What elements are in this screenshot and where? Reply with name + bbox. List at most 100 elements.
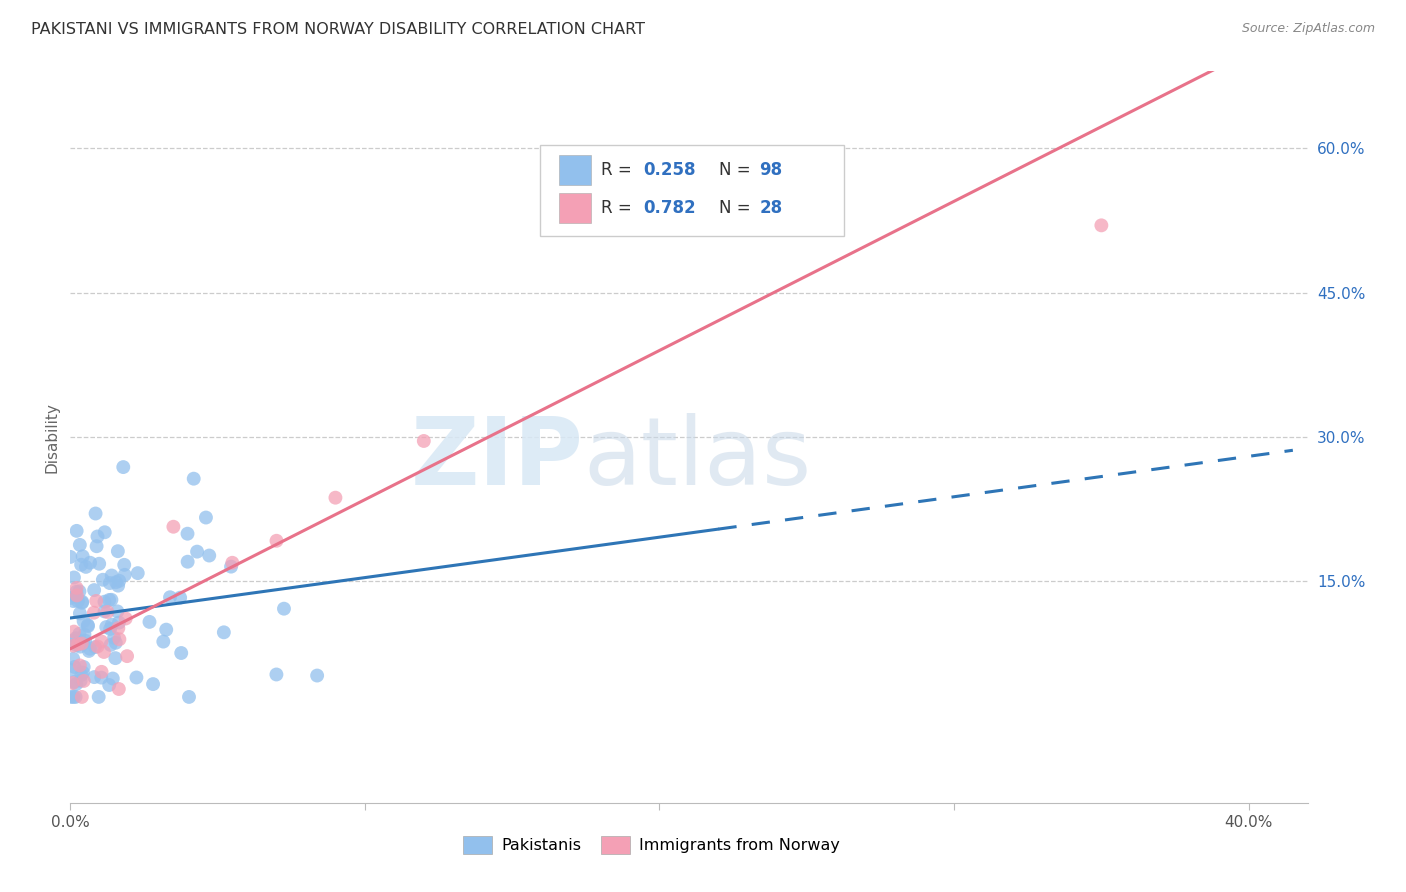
Point <box>108 632 131 647</box>
Text: 0.782: 0.782 <box>643 199 696 217</box>
Point <box>101 672 124 686</box>
Point <box>62 690 84 704</box>
Point <box>266 667 288 681</box>
Point <box>83 583 105 598</box>
Point <box>62 594 84 608</box>
Text: Source: ZipAtlas.com: Source: ZipAtlas.com <box>1241 22 1375 36</box>
Point <box>86 529 108 543</box>
Point <box>63 674 86 689</box>
Point <box>103 631 125 645</box>
Point <box>73 673 96 688</box>
Point <box>65 677 87 691</box>
Point <box>69 640 91 654</box>
Point <box>155 623 177 637</box>
Point <box>65 590 87 604</box>
Point <box>325 491 347 505</box>
Point <box>66 589 89 603</box>
Point <box>66 524 89 538</box>
Point <box>98 622 121 636</box>
Point <box>66 638 89 652</box>
Point <box>152 634 174 648</box>
Point <box>63 624 86 639</box>
Point <box>183 472 205 486</box>
Point <box>219 559 242 574</box>
Point <box>70 636 93 650</box>
Point <box>159 591 181 605</box>
Text: R =: R = <box>602 161 637 179</box>
Point <box>60 690 83 704</box>
Point <box>79 641 101 656</box>
Point <box>65 581 87 595</box>
Point <box>93 595 115 609</box>
Point <box>138 615 160 629</box>
Point <box>72 665 94 680</box>
Point <box>104 651 127 665</box>
Point <box>67 584 90 599</box>
Point <box>177 690 200 704</box>
Point <box>84 594 107 608</box>
Point <box>59 591 82 605</box>
Point <box>62 633 84 648</box>
Point <box>98 576 121 591</box>
Text: 98: 98 <box>759 161 783 179</box>
Point <box>69 673 91 688</box>
Text: N =: N = <box>718 199 755 217</box>
Point <box>221 556 243 570</box>
FancyBboxPatch shape <box>560 193 591 224</box>
Point <box>107 544 129 558</box>
Point <box>93 604 115 618</box>
Point <box>70 596 93 610</box>
Point <box>94 525 117 540</box>
Point <box>73 627 96 641</box>
Text: PAKISTANI VS IMMIGRANTS FROM NORWAY DISABILITY CORRELATION CHART: PAKISTANI VS IMMIGRANTS FROM NORWAY DISA… <box>31 22 645 37</box>
Point <box>125 671 148 685</box>
Point <box>89 557 111 571</box>
Point <box>62 652 84 666</box>
Point <box>73 660 96 674</box>
Point <box>65 584 87 599</box>
Point <box>266 533 288 548</box>
Point <box>100 638 122 652</box>
Point <box>59 549 82 564</box>
Point <box>98 593 121 607</box>
Point <box>108 681 131 696</box>
Text: atlas: atlas <box>583 413 813 505</box>
Point <box>107 579 129 593</box>
Point <box>114 567 136 582</box>
Point <box>198 549 221 563</box>
Point <box>100 592 122 607</box>
Point <box>69 607 91 621</box>
Point <box>65 631 87 645</box>
Point <box>101 617 124 632</box>
Text: 0.258: 0.258 <box>643 161 696 179</box>
Point <box>98 678 121 692</box>
Point <box>93 645 115 659</box>
Text: ZIP: ZIP <box>411 413 583 505</box>
Point <box>170 646 193 660</box>
Point <box>1090 219 1112 233</box>
Point <box>176 555 198 569</box>
Point <box>107 621 129 635</box>
Point <box>65 690 87 704</box>
Point <box>90 665 112 679</box>
Point <box>105 575 128 590</box>
Point <box>84 640 107 654</box>
Point <box>63 570 86 584</box>
Point <box>72 549 94 564</box>
Point <box>83 670 105 684</box>
Point <box>194 510 217 524</box>
Point <box>70 558 93 572</box>
Text: R =: R = <box>602 199 637 217</box>
Point <box>67 594 90 608</box>
Point <box>108 615 131 630</box>
Point <box>162 520 184 534</box>
Point <box>70 690 93 704</box>
FancyBboxPatch shape <box>560 154 591 186</box>
Text: N =: N = <box>718 161 755 179</box>
Point <box>127 566 149 581</box>
Point <box>212 625 235 640</box>
Point <box>69 538 91 552</box>
Point <box>67 637 90 651</box>
Point <box>70 595 93 609</box>
Point <box>72 637 94 651</box>
